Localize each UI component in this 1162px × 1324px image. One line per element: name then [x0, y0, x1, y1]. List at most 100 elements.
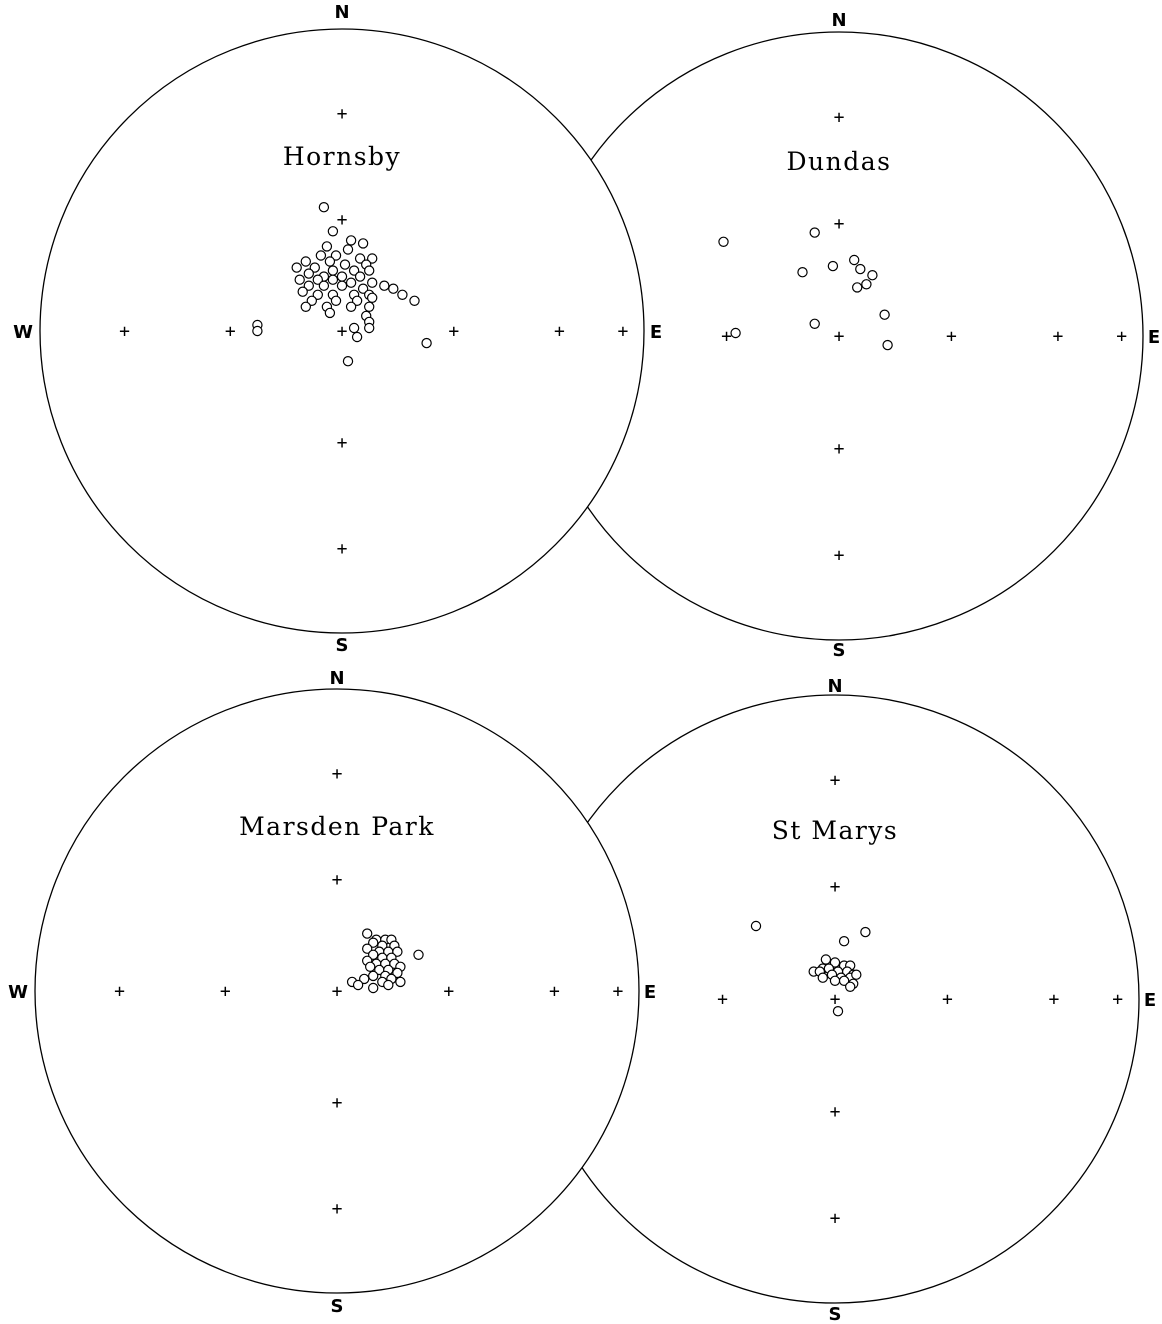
pole-point: [718, 236, 729, 247]
pole-point: [827, 260, 839, 272]
south-label: S: [833, 640, 846, 661]
pole-point: [300, 301, 311, 312]
pole-point: [882, 339, 893, 351]
grid-cross-ns: +: [830, 770, 841, 791]
grid-cross-ns: +: [332, 1198, 343, 1219]
grid-cross-ew: +: [220, 981, 231, 1002]
pole-point: [832, 1006, 844, 1017]
plot-title: Marsden Park: [239, 812, 435, 841]
pole-point: [300, 256, 311, 267]
east-label: E: [644, 982, 656, 1003]
pole-point: [852, 282, 863, 293]
pole-point: [364, 265, 375, 276]
pole-point: [359, 973, 370, 985]
pole-point: [867, 270, 878, 281]
pole-point: [354, 253, 366, 264]
pole-point: [383, 979, 394, 991]
pole-point: [368, 937, 379, 948]
pole-point: [352, 979, 364, 991]
pole-point: [309, 262, 320, 273]
pole-point: [357, 283, 369, 294]
pole-point: [327, 226, 339, 237]
pole-point: [362, 928, 373, 939]
south-label: S: [331, 1296, 344, 1317]
pole-point: [817, 972, 829, 983]
grid-cross-ns: +: [337, 104, 348, 125]
east-label: E: [1144, 990, 1156, 1011]
pole-point: [395, 976, 406, 988]
south-label: S: [829, 1304, 842, 1324]
grid-cross-ew: +: [834, 326, 845, 347]
pole-point: [397, 289, 408, 300]
grid-cross-ew: +: [942, 989, 953, 1010]
pole-point: [829, 957, 841, 968]
pole-point: [820, 954, 832, 965]
pole-point: [342, 356, 354, 367]
pole-point: [849, 254, 860, 266]
grid-cross-ew: +: [617, 321, 628, 342]
pole-point: [845, 981, 856, 993]
grid-cross-ns: +: [830, 1101, 841, 1122]
pole-point: [327, 274, 339, 285]
grid-cross-ew: +: [1112, 989, 1123, 1010]
pole-point: [324, 256, 336, 267]
grid-cross-ns: +: [834, 438, 845, 459]
grid-cross-ew: +: [119, 321, 130, 342]
pole-point: [303, 268, 314, 279]
pole-point: [364, 301, 375, 312]
grid-cross-ew: +: [612, 981, 623, 1002]
pole-point: [851, 969, 862, 980]
pole-point: [367, 253, 378, 264]
east-label: E: [650, 322, 662, 343]
pole-point: [388, 283, 399, 294]
pole-point: [364, 322, 375, 334]
plot-title: Hornsby: [283, 142, 401, 171]
pole-point: [368, 970, 379, 982]
pole-point: [750, 920, 762, 932]
pole-point: [252, 325, 263, 337]
pole-point: [345, 235, 357, 246]
pole-point: [318, 280, 330, 291]
grid-cross-ew: +: [443, 981, 454, 1002]
primitive-circle: [34, 688, 640, 1294]
pole-point: [861, 279, 872, 290]
pole-point: [809, 318, 820, 329]
south-label: S: [336, 635, 349, 656]
pole-point: [730, 327, 741, 339]
pole-point: [392, 967, 403, 979]
north-label: N: [329, 668, 344, 689]
west-label: W: [8, 982, 28, 1003]
pole-point: [357, 238, 369, 249]
pole-point: [379, 280, 390, 291]
pole-point: [829, 975, 841, 987]
pole-point: [351, 295, 363, 306]
grid-cross-ns: +: [337, 209, 348, 230]
pole-point: [860, 926, 871, 938]
pole-point: [351, 331, 363, 343]
pole-point: [365, 961, 376, 973]
grid-cross-ew: +: [1116, 326, 1127, 347]
pole-point: [330, 250, 342, 261]
grid-cross-ns: +: [834, 107, 845, 128]
pole-point: [312, 274, 323, 285]
pole-point: [294, 274, 305, 285]
east-label: E: [1148, 327, 1160, 348]
stereonet-dundas: + + + + + + + + + + + N S E Dundas: [534, 10, 1160, 661]
primitive-circle: [39, 28, 645, 634]
plot-title: Dundas: [787, 147, 892, 176]
pole-point: [330, 295, 342, 306]
pole-point: [324, 307, 336, 319]
stereonet-hornsby: + + + + + + + + + + N S E W Hornsby: [13, 2, 662, 656]
grid-cross-ew: +: [554, 321, 565, 342]
grid-cross-ns: +: [337, 433, 348, 454]
pole-point: [392, 946, 403, 957]
grid-cross-ew: +: [830, 989, 841, 1010]
grid-cross-ns: +: [332, 869, 343, 890]
pole-point: [336, 280, 348, 291]
pole-point: [312, 289, 323, 300]
pole-point: [367, 292, 378, 303]
pole-point: [291, 262, 302, 273]
grid-cross-ns: +: [332, 764, 343, 785]
grid-cross-ew: +: [448, 321, 459, 342]
